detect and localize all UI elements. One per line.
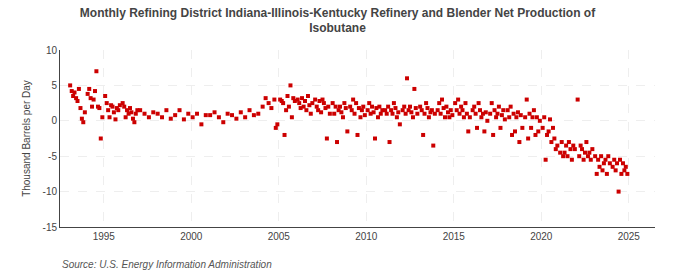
svg-text:-10: -10 <box>43 186 58 197</box>
svg-text:2000: 2000 <box>180 231 203 242</box>
svg-text:10: 10 <box>46 45 58 56</box>
svg-text:2005: 2005 <box>268 231 291 242</box>
svg-text:-5: -5 <box>48 151 57 162</box>
svg-text:Monthly Refining District Indi: Monthly Refining District Indiana-Illino… <box>80 6 596 36</box>
svg-text:2020: 2020 <box>530 231 553 242</box>
svg-text:2015: 2015 <box>443 231 466 242</box>
svg-text:Thousand Barrels per Day: Thousand Barrels per Day <box>21 80 32 197</box>
svg-text:2025: 2025 <box>618 231 641 242</box>
svg-text:1995: 1995 <box>93 231 116 242</box>
svg-text:Source: U.S. Energy Informatio: Source: U.S. Energy Information Administ… <box>62 259 272 270</box>
svg-text:5: 5 <box>51 80 57 91</box>
svg-text:0: 0 <box>51 115 57 126</box>
svg-text:2010: 2010 <box>355 231 378 242</box>
svg-text:-15: -15 <box>43 222 58 233</box>
